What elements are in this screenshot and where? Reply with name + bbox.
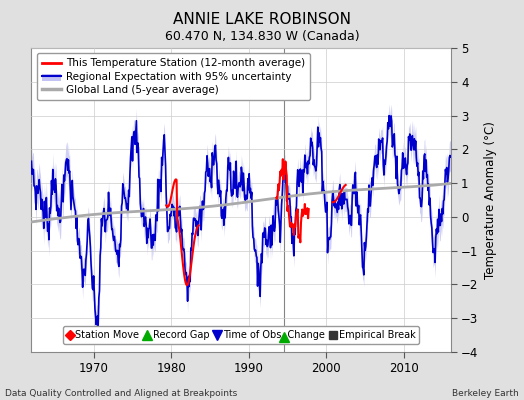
Y-axis label: Temperature Anomaly (°C): Temperature Anomaly (°C) [484,121,497,279]
Text: 60.470 N, 134.830 W (Canada): 60.470 N, 134.830 W (Canada) [165,30,359,43]
Text: Berkeley Earth: Berkeley Earth [452,389,519,398]
Text: ANNIE LAKE ROBINSON: ANNIE LAKE ROBINSON [173,12,351,27]
Text: Data Quality Controlled and Aligned at Breakpoints: Data Quality Controlled and Aligned at B… [5,389,237,398]
Legend: Station Move, Record Gap, Time of Obs. Change, Empirical Break: Station Move, Record Gap, Time of Obs. C… [63,326,419,344]
